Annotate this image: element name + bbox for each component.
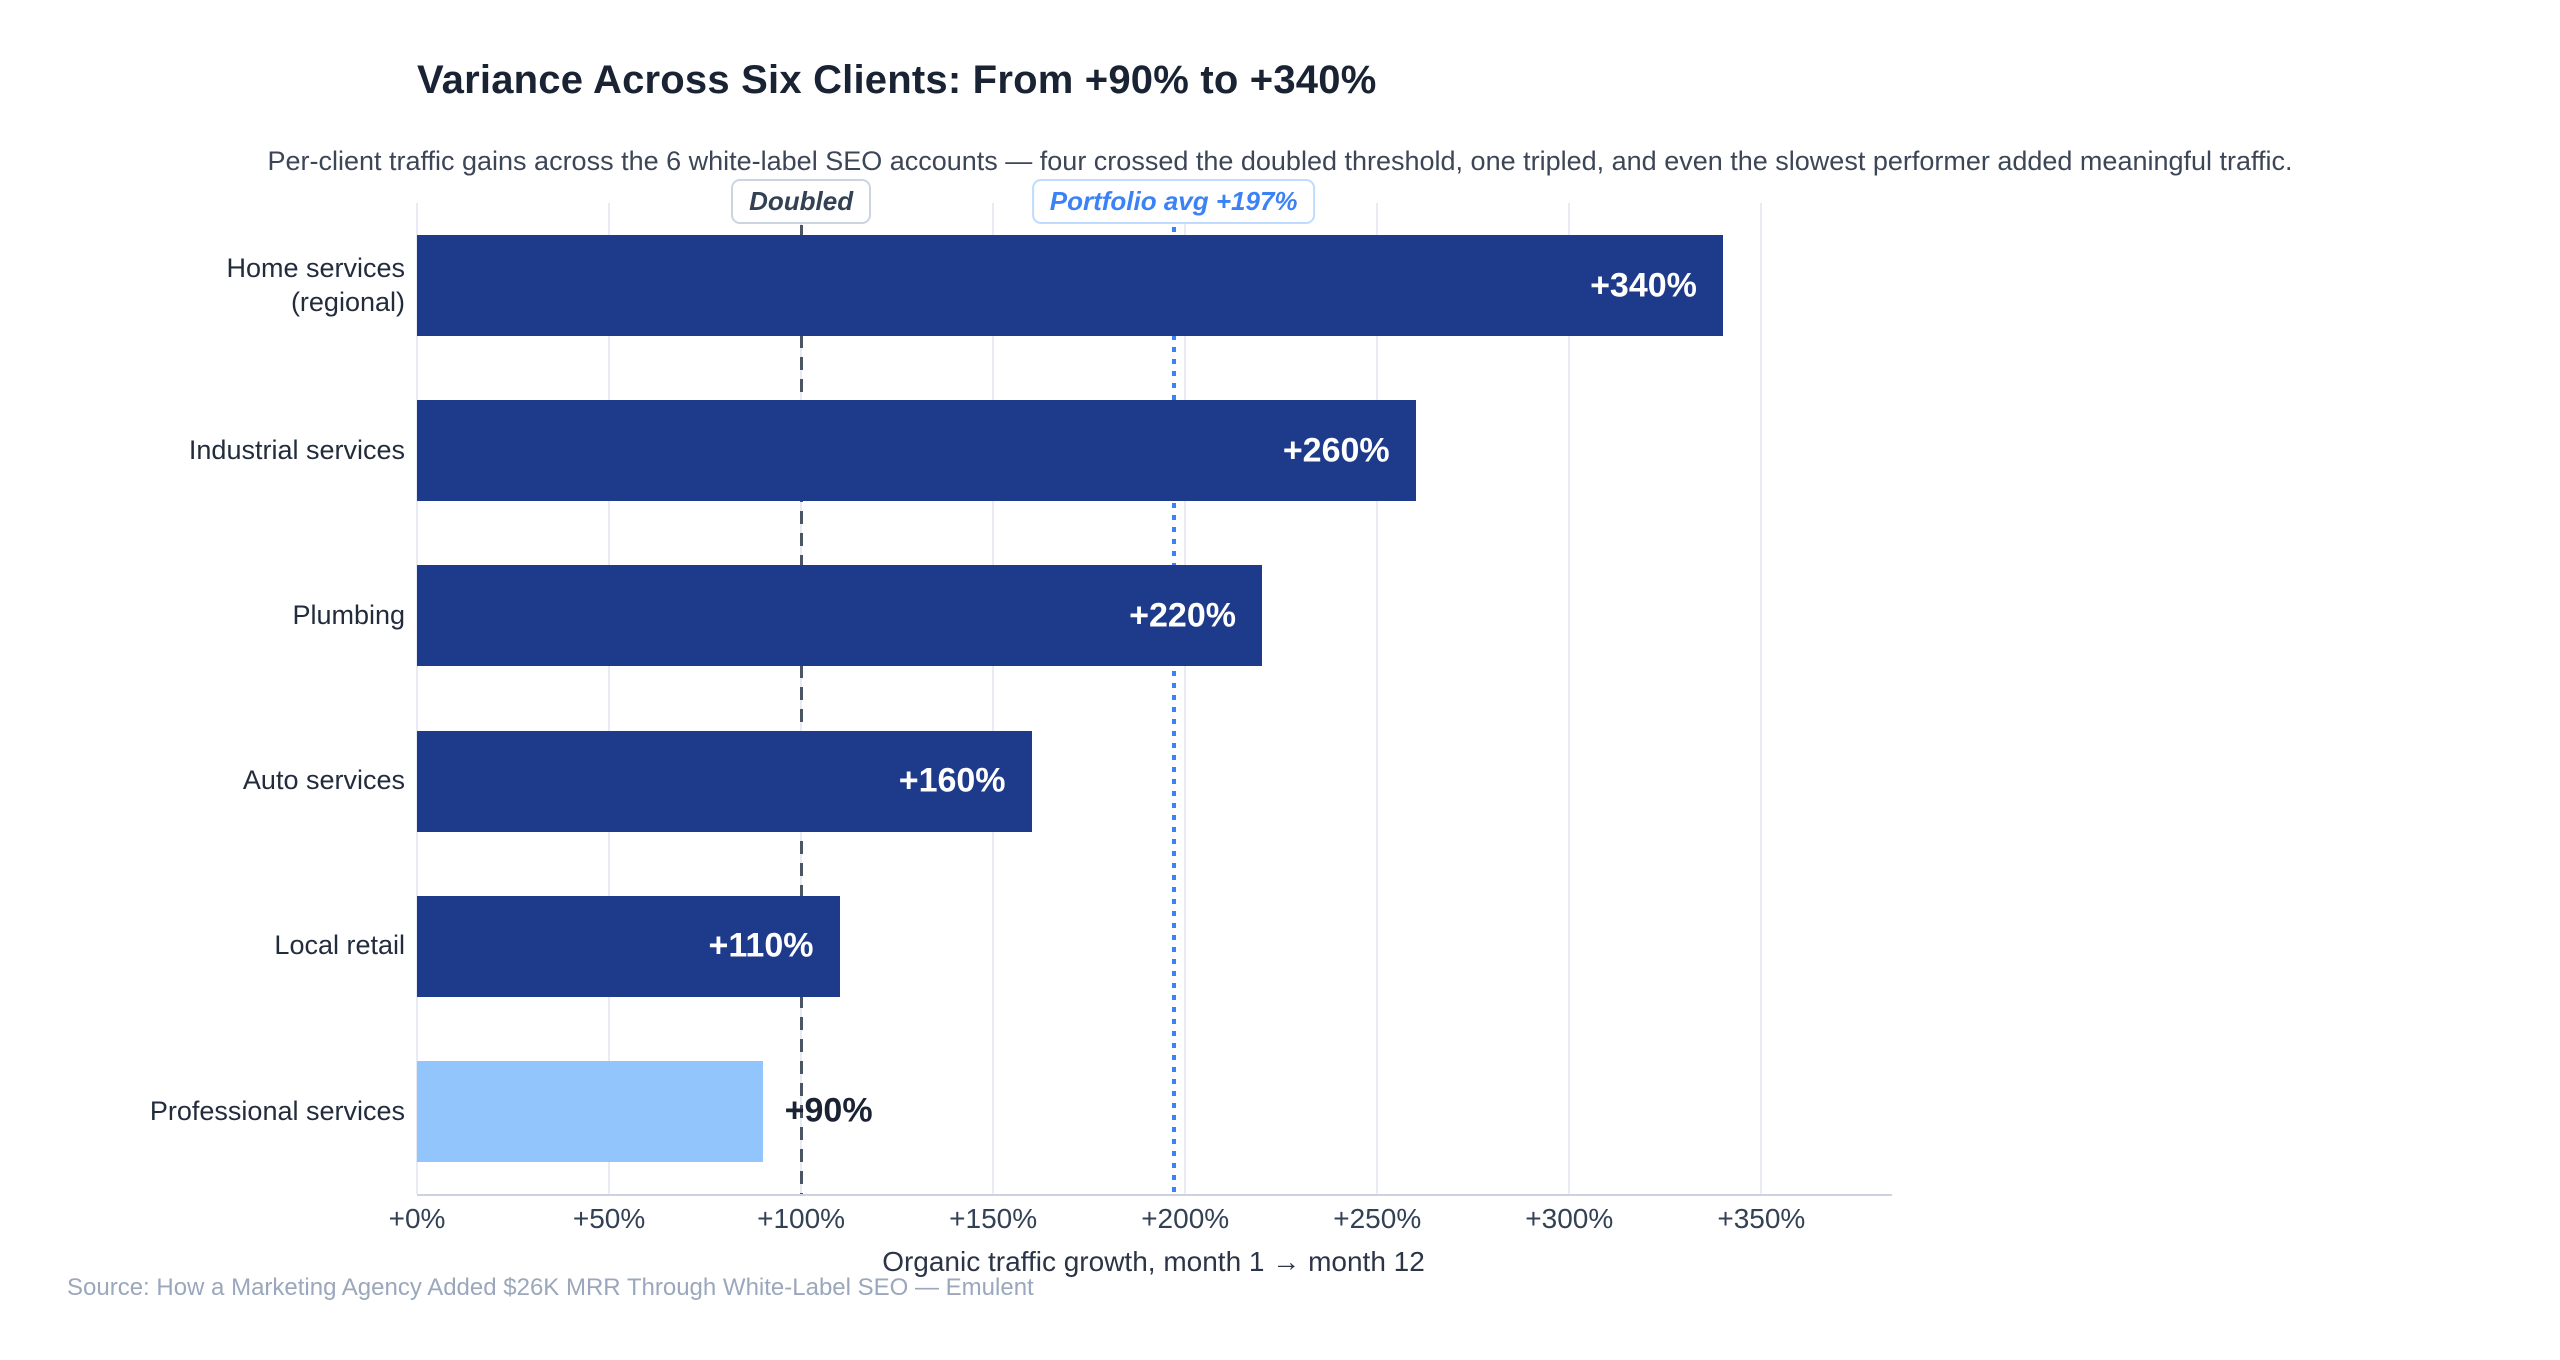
x-axis-tick-labels: +0% +50% +100% +150% +200% +250% +300% +350%: [389, 1203, 1890, 1243]
category-label-1: Home services (regional): [226, 252, 405, 317]
x-tick-50: +50%: [572, 1203, 646, 1234]
bar-row: +110%: [417, 864, 1890, 1029]
source-note: Source: How a Marketing Agency Added $26…: [67, 1274, 1034, 1301]
bar-value-label: +340%: [1590, 266, 1697, 305]
bar-3: +220%: [417, 565, 1262, 667]
category-label-5: Local retail: [274, 930, 405, 961]
annotation-portfolio-avg: Portfolio avg +197%: [1031, 179, 1316, 224]
y-axis-category-labels: Home services (regional) Industrial servi…: [0, 203, 405, 1194]
gridline-x-150: [992, 203, 995, 1194]
gridline-x-300: [1568, 203, 1571, 1194]
x-axis-line: [417, 1194, 1892, 1196]
gridline-x-250: [1376, 203, 1379, 1194]
category-label-4: Auto services: [242, 765, 405, 796]
bar-value-label: +260%: [1282, 431, 1390, 470]
category-label-3: Plumbing: [292, 600, 405, 631]
bar-row: +340%: [417, 203, 1890, 368]
gridline-x-0: [416, 203, 418, 1194]
bar-row: +220%: [417, 533, 1890, 698]
bar-value-label: +160%: [898, 761, 1006, 800]
bar-1: +340%: [417, 235, 1723, 337]
bar-2: +260%: [417, 400, 1416, 502]
bar-rows: +340% +260% +220% +160% +110% +90%: [417, 203, 1890, 1194]
chart-title: Variance Across Six Clients: From +90% t…: [417, 58, 1377, 102]
bar-6: +90%: [417, 1060, 873, 1162]
bar-value-label: +110%: [708, 926, 814, 965]
bar-row: +260%: [417, 368, 1890, 533]
x-tick-0: +0%: [388, 1203, 446, 1234]
x-tick-300: +300%: [1525, 1203, 1614, 1234]
bar-row: +160%: [417, 699, 1890, 864]
bar-row: +90%: [417, 1029, 1890, 1194]
gridline-x-50: [608, 203, 611, 1194]
category-label-6: Professional services: [149, 1095, 405, 1126]
reference-line-dotted: [1172, 203, 1177, 1194]
gridline-x-200: [1184, 203, 1187, 1194]
bar-value-label: +90%: [784, 1091, 873, 1130]
x-axis-title: Organic traffic growth, month 1 → month …: [882, 1246, 1425, 1277]
chart-subtitle: Per-client traffic gains across the 6 wh…: [267, 146, 2293, 176]
plot-area: +340% +260% +220% +160% +110% +90% Doubled Port…: [416, 179, 1892, 1196]
bar-value-label: +220%: [1129, 596, 1236, 635]
bar-4: +160%: [417, 730, 1032, 832]
reference-line-dashed: [799, 203, 803, 1194]
x-tick-250: +250%: [1333, 1203, 1422, 1234]
annotation-doubled: Doubled: [731, 179, 872, 224]
x-tick-100: +100%: [757, 1203, 846, 1234]
x-tick-350: +350%: [1717, 1203, 1806, 1234]
x-tick-150: +150%: [949, 1203, 1038, 1234]
category-label-2: Industrial services: [188, 434, 405, 465]
bar-5: +110%: [417, 895, 840, 997]
x-tick-200: +200%: [1141, 1203, 1230, 1234]
gridline-x-350: [1760, 203, 1763, 1194]
